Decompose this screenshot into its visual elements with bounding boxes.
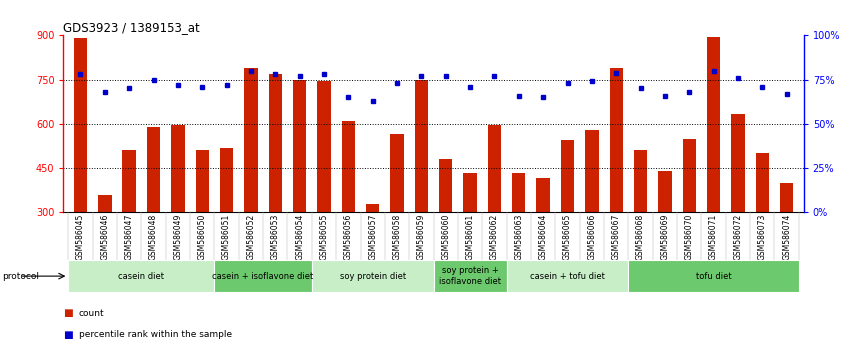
Bar xyxy=(439,159,453,212)
Bar xyxy=(220,148,233,212)
Text: GSM586065: GSM586065 xyxy=(563,213,572,260)
Text: GSM586069: GSM586069 xyxy=(661,213,669,260)
Text: protocol: protocol xyxy=(2,272,39,281)
Text: GSM586061: GSM586061 xyxy=(465,213,475,259)
Bar xyxy=(366,204,379,212)
Text: GSM586054: GSM586054 xyxy=(295,213,305,260)
Bar xyxy=(488,125,501,212)
Bar xyxy=(317,81,331,212)
Text: GSM586047: GSM586047 xyxy=(124,213,134,260)
Bar xyxy=(629,260,799,292)
Bar xyxy=(415,80,428,212)
Bar xyxy=(464,172,477,212)
Bar xyxy=(268,74,282,212)
Text: GSM586055: GSM586055 xyxy=(320,213,328,260)
Bar xyxy=(147,127,160,212)
Bar xyxy=(561,140,574,212)
Bar xyxy=(244,68,258,212)
Text: GSM586046: GSM586046 xyxy=(101,213,109,260)
Text: GSM586056: GSM586056 xyxy=(343,213,353,260)
Text: GSM586059: GSM586059 xyxy=(417,213,426,260)
Text: GSM586053: GSM586053 xyxy=(271,213,280,260)
Bar xyxy=(390,134,404,212)
Text: percentile rank within the sample: percentile rank within the sample xyxy=(79,330,232,339)
Bar xyxy=(512,172,525,212)
Text: GSM586070: GSM586070 xyxy=(684,213,694,260)
Text: count: count xyxy=(79,309,104,318)
Bar xyxy=(658,171,672,212)
Bar xyxy=(731,114,744,212)
Bar xyxy=(609,68,623,212)
Bar xyxy=(195,150,209,212)
Text: casein + isoflavone diet: casein + isoflavone diet xyxy=(212,272,314,281)
Text: ■: ■ xyxy=(63,308,74,318)
Bar xyxy=(780,183,794,212)
Bar xyxy=(755,153,769,212)
Bar xyxy=(312,260,433,292)
Bar xyxy=(507,260,629,292)
Text: casein + tofu diet: casein + tofu diet xyxy=(530,272,605,281)
Text: GSM586058: GSM586058 xyxy=(393,213,402,259)
Bar xyxy=(683,139,696,212)
Text: GSM586064: GSM586064 xyxy=(539,213,547,260)
Text: GSM586068: GSM586068 xyxy=(636,213,645,259)
Text: GSM586052: GSM586052 xyxy=(246,213,255,259)
Text: GSM586067: GSM586067 xyxy=(612,213,621,260)
Text: GSM586057: GSM586057 xyxy=(368,213,377,260)
Text: tofu diet: tofu diet xyxy=(695,272,732,281)
Text: casein diet: casein diet xyxy=(118,272,164,281)
Bar xyxy=(634,150,647,212)
Bar xyxy=(214,260,312,292)
Bar xyxy=(69,260,214,292)
Text: GSM586072: GSM586072 xyxy=(733,213,743,259)
Text: GSM586048: GSM586048 xyxy=(149,213,158,259)
Text: GSM586066: GSM586066 xyxy=(587,213,596,260)
Text: GSM586045: GSM586045 xyxy=(76,213,85,260)
Text: GSM586071: GSM586071 xyxy=(709,213,718,259)
Text: GSM586063: GSM586063 xyxy=(514,213,524,260)
Text: soy protein diet: soy protein diet xyxy=(339,272,406,281)
Text: GSM586049: GSM586049 xyxy=(173,213,183,260)
Text: GSM586050: GSM586050 xyxy=(198,213,206,260)
Text: GSM586060: GSM586060 xyxy=(442,213,450,260)
Bar xyxy=(536,178,550,212)
Bar xyxy=(74,38,87,212)
Text: GSM586062: GSM586062 xyxy=(490,213,499,259)
Bar xyxy=(433,260,507,292)
Text: GDS3923 / 1389153_at: GDS3923 / 1389153_at xyxy=(63,21,201,34)
Bar xyxy=(293,80,306,212)
Bar xyxy=(171,125,184,212)
Text: GSM586051: GSM586051 xyxy=(222,213,231,259)
Bar xyxy=(707,37,720,212)
Text: GSM586073: GSM586073 xyxy=(758,213,766,260)
Bar xyxy=(342,121,355,212)
Bar xyxy=(585,130,599,212)
Bar xyxy=(123,150,136,212)
Bar xyxy=(98,195,112,212)
Text: GSM586074: GSM586074 xyxy=(783,213,791,260)
Text: soy protein +
isoflavone diet: soy protein + isoflavone diet xyxy=(439,267,501,286)
Text: ■: ■ xyxy=(63,330,74,339)
